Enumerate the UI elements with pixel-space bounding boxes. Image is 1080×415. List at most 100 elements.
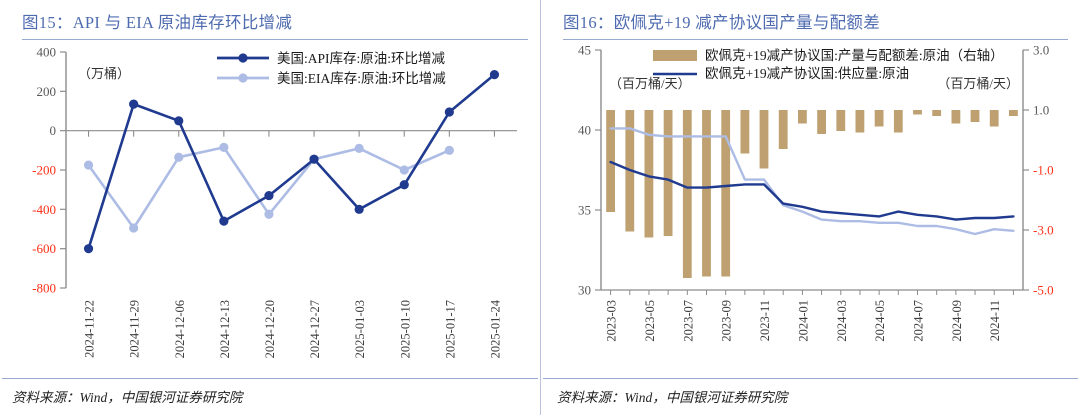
y-tick-label: -400 xyxy=(32,202,56,217)
bar xyxy=(970,110,980,122)
series-point-1 xyxy=(219,142,229,152)
series-point-1 xyxy=(83,160,94,170)
bar xyxy=(836,110,846,131)
figure-15-title-rule xyxy=(22,39,528,40)
x-tick-label: 2024-05 xyxy=(873,300,887,342)
figure-16-source: 资料来源：Wind，中国银河证券研究院 xyxy=(557,390,788,405)
series-point-0 xyxy=(444,107,454,117)
y-tick-label-right: 3.0 xyxy=(1033,43,1049,58)
x-tick-label: 2024-03 xyxy=(835,300,849,342)
figure-15-svg: -800 -600 -400 -200 0 200 400 （万桶） 2024-11-22 202… xyxy=(32,45,517,358)
bar xyxy=(663,110,673,236)
x-tick-label: 2024-07 xyxy=(912,300,926,342)
x-tick-label: 2024-01 xyxy=(796,300,810,342)
y-tick-label: -200 xyxy=(32,163,56,178)
bar xyxy=(798,110,807,124)
x-tick-label: 2024-12-27 xyxy=(308,300,322,358)
y-tick-label-right: -1.0 xyxy=(1033,163,1054,178)
y-tick-label-left: 35 xyxy=(578,203,591,218)
y-tick-label: 400 xyxy=(37,45,57,60)
x-tick-label: 2023-07 xyxy=(681,300,695,342)
series-point-0 xyxy=(264,190,274,201)
x-tick-label: 2023-03 xyxy=(605,300,619,342)
legend-swatch-bar xyxy=(653,50,697,61)
bar xyxy=(893,110,903,133)
legend-label-bar: 欧佩克+19减产协议国:产量与配额差:原油（右轴） xyxy=(705,48,1004,63)
bar xyxy=(855,110,865,133)
y-tick-label-right: -5.0 xyxy=(1033,283,1054,298)
y-tick-label-right: -3.0 xyxy=(1033,223,1054,238)
figure-16-title-rule xyxy=(563,39,1068,40)
figure-16-source-rule xyxy=(543,378,1078,379)
figure-16-panel: 图16：欧佩克+19 减产协议国产量与配额差 30 35 40 45 -5.0 -3.0 -… xyxy=(540,0,1080,415)
x-tick-label: 2023-11 xyxy=(758,300,772,341)
x-tick-label: 2025-01-03 xyxy=(353,300,367,358)
bar xyxy=(778,110,788,149)
series-point-0 xyxy=(399,180,409,190)
legend-label-0: 美国:API库存:原油:环比增减 xyxy=(277,51,446,66)
series-point-1 xyxy=(444,145,454,155)
figure-15-source-rule xyxy=(2,378,538,379)
series-point-0 xyxy=(174,116,184,126)
bar xyxy=(874,110,884,127)
x-tick-label: 2025-01-10 xyxy=(398,300,412,358)
y-tick-label-left: 30 xyxy=(578,283,591,298)
x-tick-label: 2023-09 xyxy=(720,300,734,342)
bar xyxy=(932,110,942,116)
series-point-0 xyxy=(219,216,229,226)
series-point-1 xyxy=(399,165,409,175)
figure-15-chart: -800 -600 -400 -200 0 200 400 （万桶） 2024-11-22 202… xyxy=(12,40,532,370)
bar xyxy=(759,110,769,169)
bar xyxy=(721,110,731,277)
y-tick-label-left: 40 xyxy=(578,123,591,138)
series-point-0 xyxy=(83,244,94,254)
y-axis-right-unit-label: （百万桶/天） xyxy=(937,76,1019,91)
figure-16-chart: 30 35 40 45 -5.0 -3.0 -1.0 1.0 3.0 （百万桶/天） （百万桶/天）… xyxy=(553,40,1073,370)
y-axis-unit-label: （万桶） xyxy=(78,66,130,81)
x-tick-label: 2024-12-06 xyxy=(173,300,187,358)
series-point-1 xyxy=(264,209,274,219)
x-tick-label: 2025-01-17 xyxy=(443,300,457,358)
legend-marker-1 xyxy=(238,73,248,83)
x-tick-label: 2024-11-29 xyxy=(128,300,142,358)
bar xyxy=(702,110,711,277)
figure-15-title: 图15：API 与 EIA 原油库存环比增减 xyxy=(22,13,293,32)
series-point-0 xyxy=(489,70,500,80)
series-line-supply xyxy=(609,160,1015,221)
bar xyxy=(682,110,692,278)
y-tick-label-left: 45 xyxy=(578,43,591,58)
y-tick-label: 200 xyxy=(37,84,57,99)
series-line-target xyxy=(609,127,1015,236)
figure-15-panel: 图15：API 与 EIA 原油库存环比增减 -800 -600 -400 -200 0… xyxy=(2,13,538,405)
legend-marker-0 xyxy=(238,53,248,63)
legend-label-supply: 欧佩克+19减产协议国:供应量:原油 xyxy=(705,65,909,81)
figure-16-title: 图16：欧佩克+19 减产协议国产量与配额差 xyxy=(563,13,881,32)
figure-16-svg: 30 35 40 45 -5.0 -3.0 -1.0 1.0 3.0 （百万桶/天） （百万桶/天）… xyxy=(578,43,1054,342)
y-tick-label: 0 xyxy=(50,123,57,138)
series-point-1 xyxy=(174,152,184,162)
x-tick-label: 2024-12-13 xyxy=(218,300,232,358)
y-tick-label: -800 xyxy=(32,281,56,296)
x-tick-label: 2025-01-24 xyxy=(488,299,502,358)
x-tick-label: 2024-12-20 xyxy=(263,300,277,358)
series-point-1 xyxy=(129,223,139,233)
bar xyxy=(989,110,999,127)
bar xyxy=(817,110,826,134)
bar xyxy=(1009,110,1018,116)
series-point-0 xyxy=(354,204,364,214)
bar xyxy=(913,110,922,115)
bar xyxy=(740,110,750,154)
x-tick-label: 2024-11 xyxy=(988,300,1002,341)
figure-15-source: 资料来源：Wind，中国银河证券研究院 xyxy=(12,390,243,405)
bar xyxy=(951,110,961,124)
y-tick-label: -600 xyxy=(32,241,56,256)
x-tick-label: 2024-09 xyxy=(950,300,964,342)
legend-label-1: 美国:EIA库存:原油:环比增减 xyxy=(277,71,446,86)
y-axis-left-unit-label: （百万桶/天） xyxy=(609,76,691,91)
series-point-0 xyxy=(129,99,139,109)
series-point-1 xyxy=(354,143,364,153)
series-line-0 xyxy=(87,73,496,250)
series-point-0 xyxy=(309,154,319,164)
x-tick-label: 2024-11-22 xyxy=(83,300,97,358)
